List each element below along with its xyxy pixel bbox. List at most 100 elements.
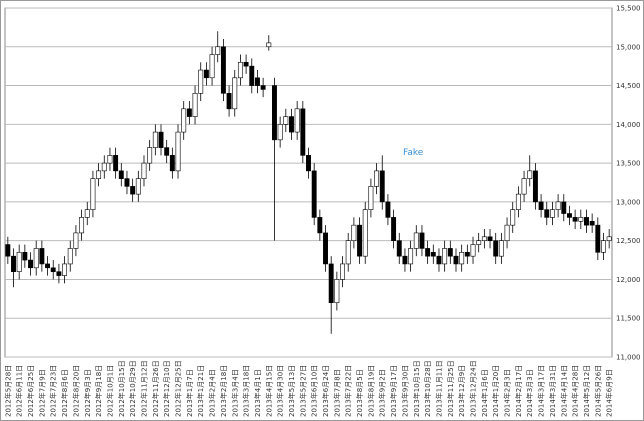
candle-body <box>272 85 277 141</box>
candle-body <box>215 46 221 55</box>
candle-body <box>374 170 380 187</box>
candle-body <box>476 240 482 245</box>
y-tick-label: 11,000 <box>616 354 641 362</box>
candle-body <box>549 209 555 218</box>
candle-body <box>328 263 334 304</box>
candle-body <box>96 170 102 179</box>
x-tick-label: 2013年10月15日 <box>412 360 421 417</box>
x-tick-label: 2014年5月26日 <box>593 365 602 417</box>
candle-body <box>493 240 499 257</box>
y-tick-label: 14,000 <box>616 121 641 129</box>
candle-body <box>79 217 85 234</box>
candle-body <box>141 162 147 179</box>
candle-body <box>169 155 175 172</box>
candle-body <box>340 263 345 280</box>
candle-body <box>107 155 113 164</box>
x-tick-label: 2013年9月2日 <box>378 369 387 417</box>
candle-body <box>442 248 448 265</box>
x-tick-label: 2013年9月17日 <box>389 365 398 417</box>
candle-body <box>408 248 414 265</box>
candle-body <box>101 162 107 172</box>
x-tick-label: 2013年11月25日 <box>446 360 455 417</box>
candle-body <box>152 131 158 148</box>
candle-body <box>84 209 90 218</box>
candle-body <box>413 232 419 249</box>
candle-body <box>481 236 487 241</box>
annotation: Fake <box>403 148 424 158</box>
x-tick-label: 2013年9月30日 <box>400 365 409 417</box>
y-tick-label: 15,000 <box>616 43 641 51</box>
x-tick-label: 2014年1月20日 <box>491 365 500 417</box>
candle-body <box>362 209 368 257</box>
x-tick-label: 2013年2月4日 <box>208 369 217 417</box>
candle-body <box>498 240 504 257</box>
candle-body <box>237 61 243 79</box>
x-tick-label: 2014年3月17日 <box>537 365 546 417</box>
x-tick-label: 2014年3月3日 <box>525 369 534 417</box>
y-tick-label: 12,000 <box>616 276 641 284</box>
candle-body <box>124 178 130 187</box>
candle-body <box>351 224 357 241</box>
candle-body <box>283 116 289 125</box>
candle-body <box>311 170 317 218</box>
x-tick-label: 2012年6月11日 <box>15 365 24 417</box>
candle-body <box>538 201 544 210</box>
x-tick-label: 2013年6月24日 <box>321 365 330 417</box>
candle-body <box>277 124 283 141</box>
candle-body <box>73 232 79 249</box>
candle-body <box>220 46 226 94</box>
candle-body <box>379 170 385 203</box>
candle-body <box>589 220 595 226</box>
x-tick-label: 2014年1月6日 <box>480 369 489 417</box>
candle-body <box>16 252 22 272</box>
candle-body <box>33 248 39 269</box>
x-tick-label: 2013年2月18日 <box>219 365 228 417</box>
x-tick-label: 2012年6月25日 <box>26 365 35 417</box>
x-tick-label: 2012年8月20日 <box>71 365 80 417</box>
candle-body <box>368 186 374 210</box>
candle-body <box>90 178 96 210</box>
candle-body <box>323 232 328 265</box>
x-tick-label: 2014年3月31日 <box>548 365 557 417</box>
candle-body <box>50 267 56 272</box>
x-tick-label: 2012年7月23日 <box>49 365 58 417</box>
candle-body <box>198 69 204 94</box>
x-tick-label: 2013年11月11日 <box>434 360 443 417</box>
y-tick-label: 15,500 <box>616 5 641 13</box>
candle-body <box>175 131 181 172</box>
candle-body <box>306 155 311 172</box>
y-tick-label: 11,500 <box>616 315 641 323</box>
candle-body <box>203 69 209 79</box>
candle-body <box>527 170 533 179</box>
x-tick-label: 2013年8月19日 <box>366 365 375 417</box>
x-tick-label: 2012年9月3日 <box>83 369 92 417</box>
candle-body <box>595 224 601 253</box>
candle-body <box>5 244 11 257</box>
candle-body <box>254 77 260 86</box>
x-tick-label: 2012年10月15日 <box>117 360 126 417</box>
x-tick-label: 2012年9月18日 <box>94 365 103 417</box>
candle-body <box>391 217 397 241</box>
x-tick-label: 2014年2月3日 <box>503 369 512 417</box>
candle-body <box>544 209 550 218</box>
x-tick-label: 2012年10月29日 <box>128 360 137 417</box>
x-tick-label: 2013年5月13日 <box>287 365 296 417</box>
x-tick-label: 2012年5月28日 <box>3 365 12 417</box>
candle-body <box>453 255 459 265</box>
x-tick-label: 2013年3月4日 <box>230 369 239 417</box>
y-tick-label: 12,500 <box>616 237 641 245</box>
x-tick-label: 2012年7月9日 <box>37 369 46 417</box>
candle-body <box>487 236 493 241</box>
x-tick-label: 2014年5月12日 <box>582 365 591 417</box>
candle-body <box>11 255 16 272</box>
candle-body <box>158 131 164 148</box>
candle-body <box>357 224 363 257</box>
x-tick-label: 2014年2月17日 <box>514 365 523 417</box>
x-tick-label: 2014年4月14日 <box>559 365 568 417</box>
candle-body <box>186 108 192 117</box>
candle-body <box>249 65 255 86</box>
candle-body <box>232 77 238 110</box>
candle-body <box>436 255 442 265</box>
x-tick-label: 2013年1月21日 <box>196 365 205 417</box>
